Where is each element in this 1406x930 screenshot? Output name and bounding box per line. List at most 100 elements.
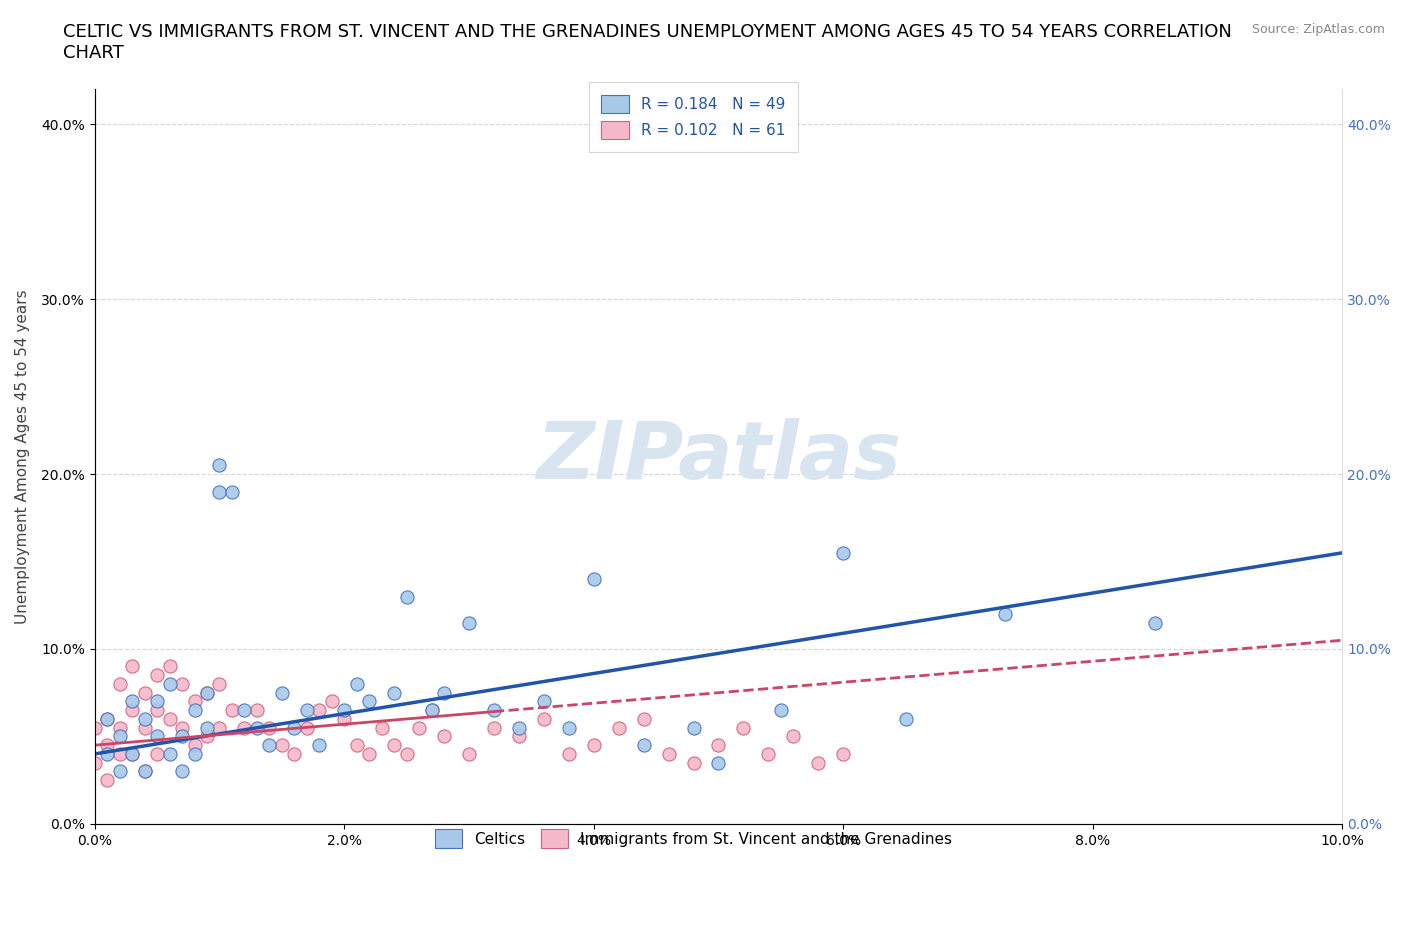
Point — [259, 720, 281, 735]
Point — [458, 616, 481, 631]
Point — [96, 711, 118, 726]
Point — [482, 703, 505, 718]
Point — [233, 720, 256, 735]
Point — [359, 747, 381, 762]
Point — [170, 729, 193, 744]
Point — [308, 737, 330, 752]
Point — [733, 720, 755, 735]
Point — [121, 747, 143, 762]
Point — [108, 720, 131, 735]
Point — [121, 747, 143, 762]
Point — [346, 737, 368, 752]
Point — [994, 606, 1017, 621]
Point — [134, 764, 156, 778]
Point — [121, 694, 143, 709]
Point — [346, 676, 368, 691]
Point — [96, 773, 118, 788]
Point — [283, 720, 305, 735]
Point — [170, 764, 193, 778]
Point — [208, 485, 231, 499]
Point — [146, 668, 169, 683]
Point — [195, 685, 218, 700]
Point — [221, 703, 243, 718]
Point — [308, 703, 330, 718]
Point — [108, 764, 131, 778]
Point — [183, 694, 205, 709]
Point — [832, 545, 855, 560]
Point — [658, 747, 681, 762]
Point — [433, 729, 456, 744]
Point — [321, 694, 343, 709]
Point — [183, 703, 205, 718]
Point — [270, 685, 292, 700]
Point — [159, 747, 181, 762]
Point — [558, 720, 581, 735]
Point — [370, 720, 392, 735]
Point — [420, 703, 443, 718]
Point — [382, 737, 405, 752]
Point — [246, 720, 269, 735]
Point — [508, 720, 530, 735]
Point — [83, 755, 105, 770]
Text: CELTIC VS IMMIGRANTS FROM ST. VINCENT AND THE GRENADINES UNEMPLOYMENT AMONG AGES: CELTIC VS IMMIGRANTS FROM ST. VINCENT AN… — [63, 23, 1232, 62]
Point — [558, 747, 581, 762]
Point — [295, 720, 318, 735]
Point — [707, 755, 730, 770]
Point — [134, 711, 156, 726]
Point — [183, 747, 205, 762]
Point — [458, 747, 481, 762]
Point — [121, 659, 143, 674]
Point — [359, 694, 381, 709]
Point — [208, 676, 231, 691]
Point — [333, 703, 356, 718]
Point — [533, 711, 555, 726]
Point — [134, 764, 156, 778]
Point — [832, 747, 855, 762]
Point — [283, 747, 305, 762]
Point — [633, 711, 655, 726]
Point — [134, 685, 156, 700]
Point — [208, 458, 231, 472]
Point — [408, 720, 430, 735]
Point — [295, 703, 318, 718]
Point — [96, 711, 118, 726]
Point — [108, 676, 131, 691]
Point — [134, 720, 156, 735]
Point — [246, 703, 269, 718]
Point — [208, 720, 231, 735]
Point — [433, 685, 456, 700]
Point — [159, 659, 181, 674]
Text: ZIPatlas: ZIPatlas — [536, 418, 901, 496]
Point — [633, 737, 655, 752]
Point — [395, 747, 418, 762]
Point — [270, 737, 292, 752]
Legend: Celtics, Immigrants from St. Vincent and the Grenadines: Celtics, Immigrants from St. Vincent and… — [422, 817, 965, 860]
Point — [382, 685, 405, 700]
Point — [195, 685, 218, 700]
Point — [146, 703, 169, 718]
Point — [682, 755, 704, 770]
Point — [395, 589, 418, 604]
Point — [146, 729, 169, 744]
Point — [894, 711, 917, 726]
Point — [183, 737, 205, 752]
Point — [195, 720, 218, 735]
Point — [420, 703, 443, 718]
Point — [807, 755, 830, 770]
Point — [159, 711, 181, 726]
Point — [233, 703, 256, 718]
Point — [195, 729, 218, 744]
Point — [146, 694, 169, 709]
Point — [707, 737, 730, 752]
Point — [333, 711, 356, 726]
Point — [121, 703, 143, 718]
Y-axis label: Unemployment Among Ages 45 to 54 years: Unemployment Among Ages 45 to 54 years — [15, 289, 30, 624]
Point — [96, 737, 118, 752]
Point — [782, 729, 804, 744]
Point — [108, 729, 131, 744]
Point — [508, 729, 530, 744]
Point — [170, 720, 193, 735]
Point — [83, 720, 105, 735]
Point — [582, 572, 605, 587]
Point — [1144, 616, 1167, 631]
